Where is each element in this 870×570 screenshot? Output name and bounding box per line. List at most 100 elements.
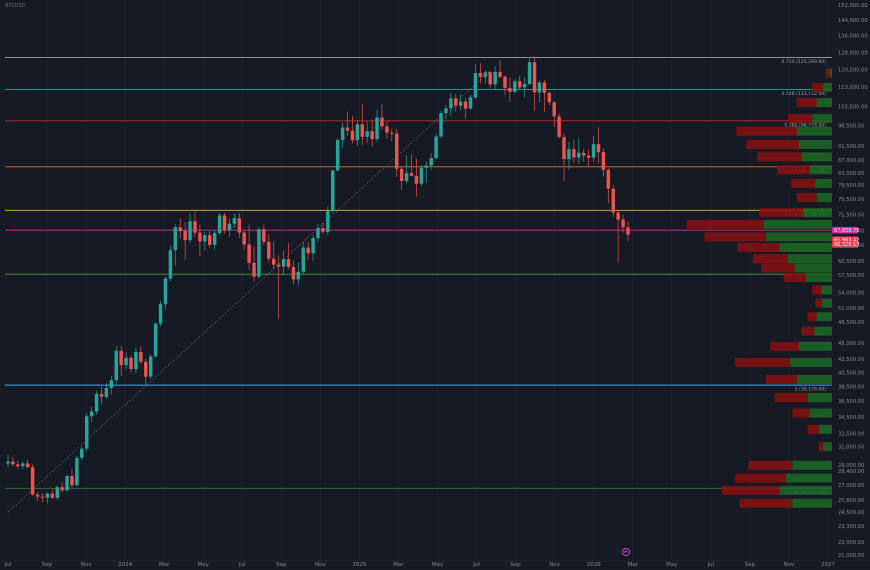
y-tick-label: 21,000.00 <box>838 553 864 559</box>
candle-body <box>129 357 133 370</box>
y-tick-label: 152,000.00 <box>838 3 868 9</box>
x-tick-label: Sep <box>510 562 521 568</box>
candle-body <box>429 158 433 166</box>
candle-body <box>109 380 114 389</box>
vp-sell-bar <box>761 263 795 273</box>
candle-body <box>124 357 128 366</box>
candle-body <box>345 127 350 131</box>
vp-buy-bar <box>779 243 832 253</box>
candle-body <box>183 230 187 241</box>
vp-buy-bar <box>766 232 832 242</box>
x-tick-label: May <box>198 562 210 568</box>
candle-body <box>158 304 163 324</box>
y-tick-label: 98,500.00 <box>838 123 864 129</box>
candle-body <box>301 247 305 272</box>
candle-body <box>119 350 123 366</box>
candle-body <box>444 108 448 114</box>
vp-buy-bar <box>810 165 832 175</box>
x-tick-label: Jul <box>707 562 715 568</box>
candle-body <box>513 81 517 92</box>
y-tick-label: 29,000.00 <box>838 463 864 469</box>
candle-body <box>483 72 488 77</box>
vp-sell-bar <box>812 285 821 295</box>
vp-sell-bar <box>807 424 819 434</box>
candle-body <box>286 259 291 268</box>
vp-buy-bar <box>823 82 832 92</box>
candle-body <box>360 124 365 137</box>
candle-body <box>139 352 143 362</box>
candle-body <box>557 116 561 138</box>
y-tick-label: 91,500.00 <box>838 144 864 150</box>
candle-body <box>542 82 547 93</box>
candle-body <box>572 149 576 158</box>
level-label: 0.146 (112,112.50) <box>782 91 827 97</box>
x-tick-label: 2026 <box>587 562 601 568</box>
candles <box>6 56 630 504</box>
x-tick-label: Jul <box>4 562 12 568</box>
x-tick-label: Nov <box>81 562 92 568</box>
candle-body <box>227 223 232 231</box>
vp-sell-bar <box>752 254 788 264</box>
vp-buy-bar <box>799 341 832 351</box>
candle-body <box>503 76 507 88</box>
candle-body <box>40 496 45 498</box>
y-tick-label: 48,500.00 <box>838 320 864 326</box>
vp-buy-bar <box>785 473 832 483</box>
vp-sell-bar <box>746 140 799 150</box>
candle-body <box>99 393 104 397</box>
candle-body <box>296 271 301 280</box>
vp-buy-bar <box>796 126 832 136</box>
price-tag <box>832 241 858 248</box>
vp-sell-bar <box>783 273 806 283</box>
vp-buy-bar <box>816 312 832 322</box>
candle-body <box>163 278 168 305</box>
y-tick-label: 27,000.00 <box>838 483 864 489</box>
candle-body <box>518 81 522 88</box>
candle-body <box>577 152 581 158</box>
candle-body <box>581 152 586 156</box>
candle-body <box>267 241 271 259</box>
vp-buy-bar <box>788 254 832 264</box>
x-tick-label: Mar <box>159 562 170 568</box>
candle-body <box>291 267 296 280</box>
vp-buy-bar <box>799 140 832 150</box>
candle-body <box>414 175 419 184</box>
vp-sell-bar <box>818 442 824 452</box>
replay-icon[interactable] <box>621 547 631 557</box>
candle-body <box>331 170 335 212</box>
vp-sell-bar <box>736 126 797 136</box>
candle-body <box>35 494 40 497</box>
candle-body <box>434 136 438 159</box>
candle-body <box>626 227 630 235</box>
vp-sell-bar <box>735 473 786 483</box>
candle-body <box>562 137 566 160</box>
x-tick-label: Mar <box>393 562 404 568</box>
candle-body <box>232 218 237 224</box>
vp-buy-bar <box>815 178 832 188</box>
candle-body <box>30 467 35 495</box>
candle-body <box>306 247 310 254</box>
y-tick-label: 32,500.00 <box>838 431 864 437</box>
candle-body <box>70 476 74 486</box>
level-label: 0.714 (125,299.90) <box>782 59 827 65</box>
level-label: 1 (39,176.09) <box>795 387 827 393</box>
candle-body <box>45 493 50 498</box>
vp-sell-bar <box>739 498 793 508</box>
candle-body <box>60 487 64 491</box>
vp-buy-bar <box>823 442 832 452</box>
candle-body <box>478 73 483 77</box>
volume-profile <box>686 68 832 508</box>
vp-sell-bar <box>704 232 766 242</box>
vp-buy-bar <box>822 298 832 308</box>
vp-sell-bar <box>807 312 817 322</box>
y-tick-label: 71,500.00 <box>838 212 864 218</box>
x-tick-label: Sep <box>276 562 287 568</box>
candle-body <box>355 124 360 141</box>
vp-buy-bar <box>803 208 832 218</box>
candle-body <box>271 258 276 265</box>
candle-body <box>611 188 615 213</box>
candle-body <box>321 228 325 232</box>
vp-sell-bar <box>801 326 815 336</box>
candle-body <box>380 117 384 127</box>
